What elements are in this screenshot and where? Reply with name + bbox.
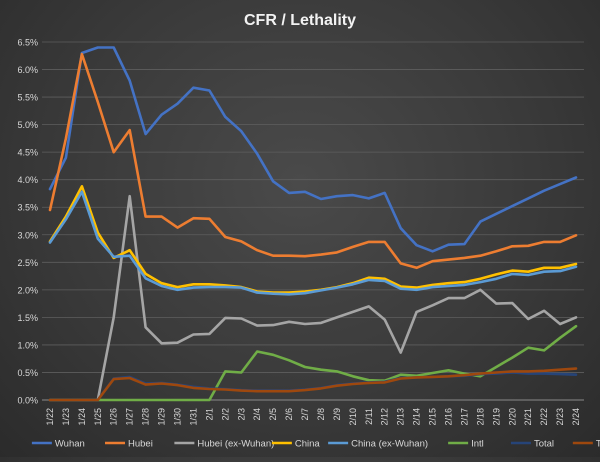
y-tick-label: 6.5% bbox=[17, 38, 38, 48]
legend: Wuhan Hubei Hubei (ex-Wuhan) China China (ex… bbox=[31, 439, 600, 450]
y-tick-label: 1.0% bbox=[17, 340, 38, 350]
x-tick-label: 2/15 bbox=[428, 408, 438, 426]
x-tick-label: 1/29 bbox=[157, 408, 167, 426]
series-lines bbox=[48, 46, 578, 402]
x-tick-label: 2/4 bbox=[252, 408, 262, 421]
legend-label: China (ex-Wuhan) bbox=[351, 439, 428, 450]
y-tick-label: 1.5% bbox=[17, 313, 38, 323]
x-tick-label: 2/9 bbox=[332, 408, 342, 421]
legend-label: Total (ex-Hubei) bbox=[596, 439, 600, 450]
x-tick-label: 2/12 bbox=[380, 408, 390, 426]
x-tick-label: 2/23 bbox=[555, 408, 565, 426]
x-tick-label: 2/3 bbox=[236, 408, 246, 421]
x-tick-label: 1/24 bbox=[77, 408, 87, 426]
legend-label: Hubei (ex-Wuhan) bbox=[197, 439, 274, 450]
y-tick-label: 5.0% bbox=[17, 120, 38, 130]
x-tick-label: 2/22 bbox=[539, 408, 549, 426]
x-tick-label: 1/30 bbox=[173, 408, 183, 426]
x-tick-label: 2/16 bbox=[444, 408, 454, 426]
axes: 0.0% 0.5% 1.0% 1.5% 2.0% 2.5% 3.0% 3.5% 4.0% 4.5%… bbox=[17, 38, 584, 426]
x-tick-label: 1/22 bbox=[45, 408, 55, 426]
x-tick-label: 1/27 bbox=[125, 408, 135, 426]
y-tick-label: 3.5% bbox=[17, 203, 38, 213]
y-tick-label: 2.5% bbox=[17, 258, 38, 268]
x-tick-label: 1/28 bbox=[141, 408, 151, 426]
x-tick-label: 2/2 bbox=[220, 408, 230, 421]
y-tick-label: 4.0% bbox=[17, 175, 38, 185]
series-line bbox=[48, 367, 578, 402]
y-tick-label: 3.0% bbox=[17, 230, 38, 240]
y-tick-label: 6.0% bbox=[17, 65, 38, 75]
series-line bbox=[48, 190, 578, 296]
x-tick-label: 2/5 bbox=[268, 408, 278, 421]
series-line bbox=[48, 324, 578, 402]
x-tick-label: 2/6 bbox=[284, 408, 294, 421]
legend-label: Hubei bbox=[128, 439, 153, 450]
x-tick-label: 1/23 bbox=[61, 408, 71, 426]
y-tick-label: 0.5% bbox=[17, 368, 38, 378]
legend-label: Wuhan bbox=[55, 439, 85, 450]
x-tick-label: 1/26 bbox=[109, 408, 119, 426]
legend-label: Total bbox=[534, 439, 554, 450]
x-tick-label: 1/25 bbox=[93, 408, 103, 426]
x-tick-label: 2/1 bbox=[204, 408, 214, 421]
x-tick-label: 2/11 bbox=[364, 408, 374, 425]
x-tick-label: 2/17 bbox=[459, 408, 469, 426]
x-tick-label: 2/10 bbox=[348, 408, 358, 426]
legend-label: China bbox=[295, 439, 321, 450]
x-tick-label: 2/8 bbox=[316, 408, 326, 421]
y-tick-label: 5.5% bbox=[17, 93, 38, 103]
gridlines bbox=[42, 41, 584, 401]
x-tick-label: 2/20 bbox=[507, 408, 517, 426]
series-line bbox=[48, 371, 578, 402]
y-tick-label: 4.5% bbox=[17, 148, 38, 158]
x-tick-label: 2/18 bbox=[475, 408, 485, 426]
x-tick-label: 2/7 bbox=[300, 408, 310, 421]
series-line bbox=[48, 46, 578, 253]
chart-title: CFR / Lethality bbox=[244, 12, 356, 29]
x-tick-label: 2/24 bbox=[571, 408, 581, 426]
x-tick-label: 2/21 bbox=[523, 408, 533, 426]
x-tick-label: 1/31 bbox=[188, 408, 198, 426]
x-tick-label: 2/19 bbox=[491, 408, 501, 426]
x-tick-label: 2/14 bbox=[412, 408, 422, 426]
y-tick-label: 0.0% bbox=[17, 396, 38, 406]
y-tick-label: 2.0% bbox=[17, 285, 38, 295]
legend-label: Intl bbox=[471, 439, 484, 450]
x-tick-label: 2/13 bbox=[396, 408, 406, 426]
series-line bbox=[48, 52, 578, 270]
